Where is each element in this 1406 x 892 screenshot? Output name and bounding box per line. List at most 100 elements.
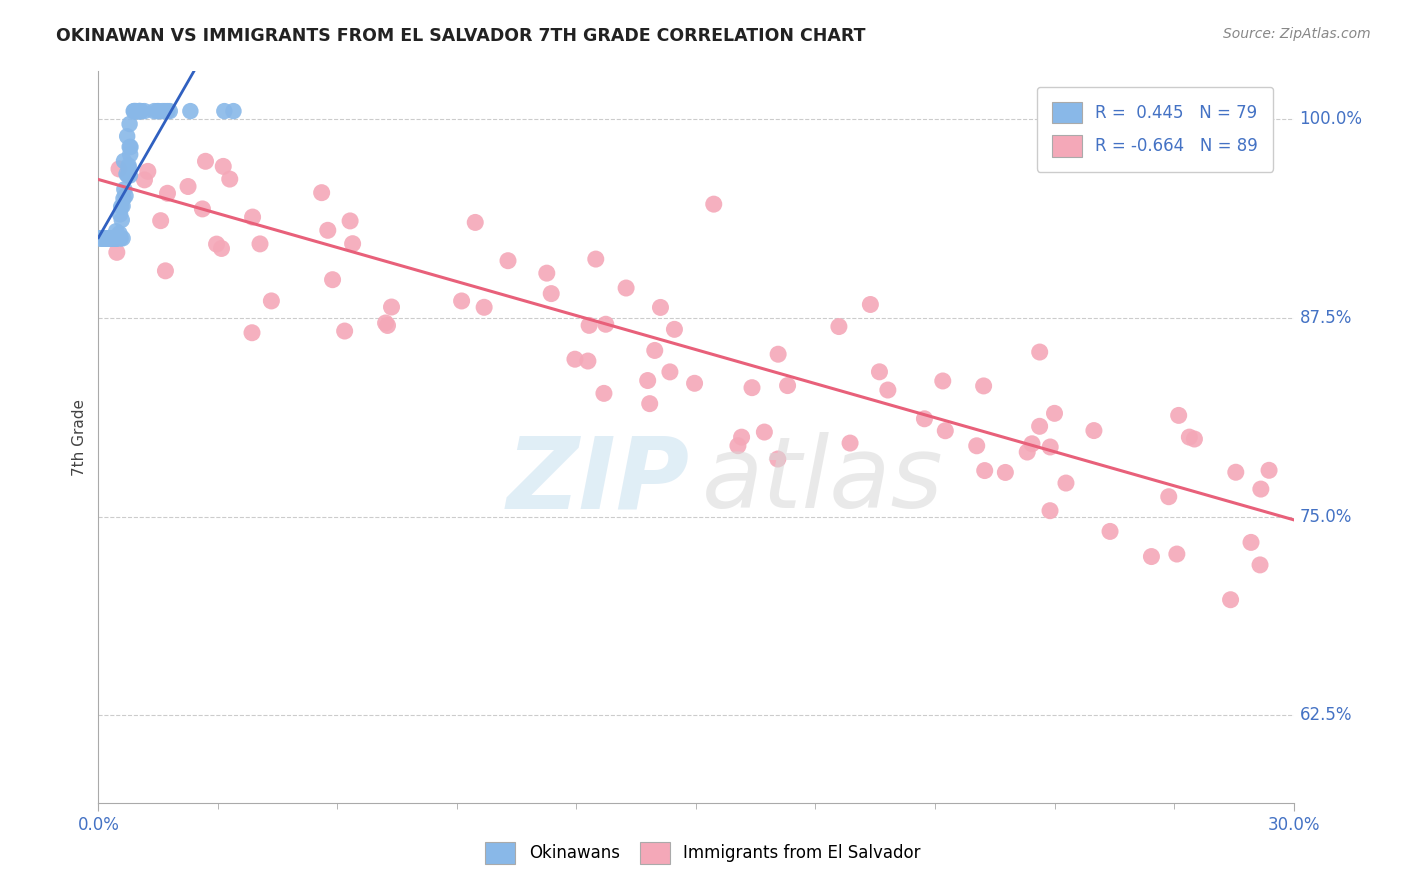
Point (214, 104, 236, 119)
Point (159, 104, 181, 119)
Point (1157, 490, 1180, 504)
Point (222, 104, 245, 119)
Point (128, 104, 150, 119)
Point (727, 439, 749, 453)
Point (177, 179, 200, 194)
Point (212, 160, 235, 174)
Point (966, 439, 988, 453)
Point (112, 182, 135, 196)
Point (934, 424, 956, 438)
Point (90, 231, 112, 245)
Point (108, 231, 131, 245)
Point (146, 104, 169, 119)
Point (124, 104, 146, 119)
Point (658, 365, 681, 379)
Point (100, 231, 122, 245)
Point (637, 374, 659, 388)
Point (741, 381, 763, 395)
Point (766, 452, 789, 467)
Point (118, 140, 141, 154)
Y-axis label: 7th Grade: 7th Grade (72, 399, 87, 475)
Point (311, 186, 333, 200)
Point (333, 324, 356, 338)
Point (104, 231, 127, 245)
Point (614, 281, 637, 295)
Point (128, 104, 150, 119)
Point (118, 159, 141, 173)
Point (105, 231, 128, 245)
Point (115, 129, 138, 144)
Point (1021, 437, 1043, 451)
Point (117, 161, 139, 175)
Point (540, 286, 562, 301)
Point (1249, 558, 1271, 572)
Point (973, 379, 995, 393)
Text: Source: ZipAtlas.com: Source: ZipAtlas.com (1223, 27, 1371, 41)
Point (260, 293, 283, 308)
Point (703, 197, 725, 211)
Point (111, 231, 134, 245)
Point (564, 352, 586, 367)
Point (155, 264, 177, 278)
Point (316, 223, 339, 237)
Point (876, 383, 898, 397)
Point (98, 231, 121, 245)
Point (101, 231, 124, 245)
Point (153, 104, 176, 119)
Point (112, 192, 135, 206)
Point (101, 231, 124, 245)
Point (105, 224, 128, 238)
Point (342, 236, 364, 251)
Point (179, 104, 201, 119)
Point (105, 231, 128, 245)
Point (578, 318, 600, 333)
Point (94, 231, 117, 245)
Point (776, 378, 799, 392)
Point (104, 231, 127, 245)
Point (994, 466, 1017, 480)
Point (129, 104, 152, 119)
Point (93, 231, 115, 245)
Point (128, 104, 150, 119)
Point (98, 231, 121, 245)
Point (218, 172, 240, 186)
Point (730, 430, 752, 444)
Point (122, 104, 145, 119)
Point (120, 147, 142, 161)
Point (593, 386, 616, 401)
Point (932, 374, 955, 388)
Point (1039, 440, 1062, 454)
Text: 62.5%: 62.5% (1299, 706, 1353, 724)
Point (242, 210, 264, 224)
Text: OKINAWAN VS IMMIGRANTS FROM EL SALVADOR 7TH GRADE CORRELATION CHART: OKINAWAN VS IMMIGRANTS FROM EL SALVADOR … (56, 27, 866, 45)
Point (103, 231, 125, 245)
Point (576, 354, 599, 368)
Point (1258, 463, 1281, 477)
Point (869, 365, 891, 379)
Point (683, 376, 706, 391)
Point (472, 301, 495, 315)
Point (754, 425, 776, 439)
Point (128, 104, 150, 119)
Point (249, 236, 271, 251)
Point (1250, 482, 1272, 496)
Point (380, 300, 402, 314)
Point (108, 227, 131, 241)
Point (148, 104, 170, 119)
Point (912, 411, 935, 425)
Point (114, 189, 136, 203)
Point (1240, 535, 1263, 549)
Point (110, 231, 132, 245)
Legend: Okinawans, Immigrants from El Salvador: Okinawans, Immigrants from El Salvador (479, 836, 927, 871)
Point (149, 213, 172, 227)
Point (1039, 504, 1062, 518)
Point (143, 104, 166, 119)
Point (1225, 465, 1247, 479)
Point (96, 231, 118, 245)
Point (93, 231, 115, 245)
Point (322, 273, 344, 287)
Point (1028, 345, 1050, 359)
Point (644, 343, 666, 358)
Point (101, 231, 124, 245)
Point (124, 104, 146, 119)
